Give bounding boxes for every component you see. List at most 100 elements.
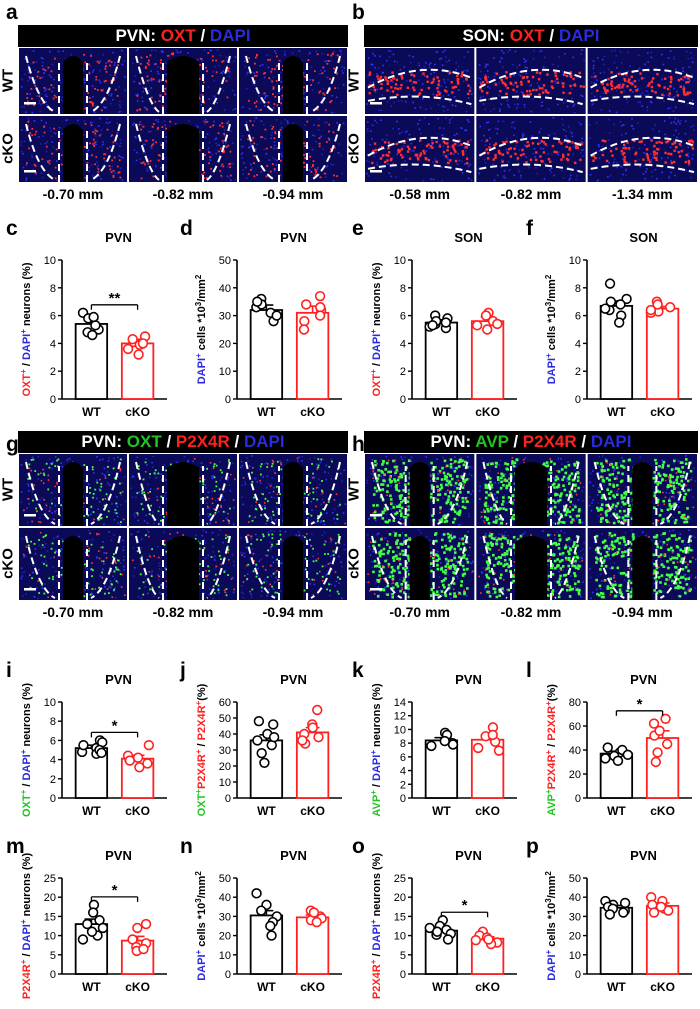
y-tick-label: 30 (569, 911, 581, 923)
bar-chart-c: PVN 0 2 4 6 8 10 OXT+ / DAPI+ neurons (%) WT cKO *… (19, 230, 167, 419)
data-point-cKO (143, 739, 155, 751)
micrograph-a-1-2 (239, 116, 347, 182)
section-label-b-0: -0.58 mm (389, 186, 451, 202)
section-label-a-1: -0.82 mm (152, 186, 214, 202)
section-label-a-2: -0.94 mm (262, 186, 324, 202)
chart-j: PVN 0 10 20 30 40 50 60 OXT+P2X4R+ / P2X4R+(%) WT… (175, 660, 350, 832)
micrograph-a-0-1 (129, 48, 237, 114)
y-axis-label: OXT+ / DAPI+ neurons (%) (369, 262, 384, 396)
y-tick-label: 20 (219, 338, 231, 350)
data-point-WT (447, 739, 459, 750)
chart-title: PVN (105, 672, 132, 687)
y-tick-label: 0 (50, 969, 56, 981)
bar-chart-f: SON 0 2 4 6 8 10 DAPI+ cells *103/mm2 WT cKO (544, 230, 692, 419)
panel-label-n: n (180, 835, 193, 858)
significance-label: * (112, 717, 118, 734)
y-tick-label: 40 (569, 745, 581, 757)
data-point-cKO (133, 349, 144, 360)
row-label-g-1: cKO (0, 548, 17, 579)
scale-bar (370, 102, 382, 105)
section-label-a-0: -0.70 mm (42, 186, 104, 202)
data-point-cKO (297, 735, 308, 746)
section-label-b-1: -0.82 mm (500, 186, 562, 202)
y-tick-label: 10 (394, 931, 406, 943)
y-tick-label: 20 (219, 931, 231, 943)
y-tick-label: 10 (44, 931, 56, 943)
data-point-WT (252, 296, 263, 307)
data-point-cKO (664, 302, 676, 313)
title-region: PVN: (115, 26, 161, 45)
data-point-cKO (300, 299, 312, 310)
data-point-cKO (652, 747, 663, 758)
y-axis-label: AVP+P2X4R+ / P2X4R+(%) (544, 684, 559, 816)
chart-title: PVN (105, 848, 132, 863)
y-axis-label: AVP+ / DAPI+ neurons (%) (369, 683, 384, 817)
data-point-cKO (314, 310, 326, 321)
data-point-WT (266, 930, 277, 941)
y-tick-label: 50 (569, 873, 581, 885)
bar-WT (424, 321, 459, 400)
scale-bar (24, 588, 36, 591)
x-tick-label-cKO: cKO (475, 980, 500, 994)
data-point-cKO (660, 713, 671, 724)
data-point-cKO (298, 324, 310, 335)
y-tick-label: 8 (50, 716, 56, 728)
data-point-cKO (470, 935, 482, 946)
row-label-g-0: WT (0, 477, 17, 502)
data-point-WT (271, 310, 282, 321)
panel-g-title: PVN: OXT / P2X4R / DAPI (18, 431, 348, 453)
chart-title: PVN (455, 672, 482, 687)
y-axis-label: DAPI+ cells *103/mm2 (544, 274, 559, 384)
micrograph-b-0-1 (476, 48, 586, 114)
micrograph-h-1-0 (365, 528, 475, 600)
data-point-WT (82, 918, 93, 930)
data-point-WT (256, 747, 267, 759)
section-label-h-0: -0.70 mm (389, 604, 451, 620)
significance-label: ** (109, 290, 121, 307)
chart-title: PVN (280, 672, 307, 687)
data-point-cKO (122, 343, 134, 355)
micrograph-a-0-2 (239, 48, 347, 114)
image-panel-g: PVN: OXT / P2X4R / DAPI WT cKO -0.70 mm -0.8… (0, 431, 350, 626)
micrograph-h-1-1 (476, 528, 586, 600)
micrograph-g-0-0 (19, 454, 127, 526)
title-region: PVN: (430, 432, 476, 451)
x-tick-label-WT: WT (607, 804, 626, 818)
row-label-h-1: cKO (345, 548, 363, 579)
chart-i: PVN 0 2 4 6 8 10 OXT+ / DAPI+ neurons (%) WT cKO * (0, 660, 175, 832)
title-stain-0: AVP (475, 432, 509, 451)
y-tick-label: 0 (50, 394, 56, 406)
section-label-g-0: -0.70 mm (42, 604, 104, 620)
panel-label-a: a (6, 1, 18, 24)
y-tick-label: 6 (400, 311, 406, 323)
y-tick-label: 50 (219, 255, 231, 267)
y-axis-label: OXT+P2X4R+ / P2X4R+(%) (194, 683, 209, 816)
data-point-WT (618, 907, 629, 918)
y-tick-label: 8 (400, 738, 406, 750)
panel-label-c: c (6, 217, 18, 240)
section-label-h-1: -0.82 mm (500, 604, 562, 620)
y-tick-label: 6 (400, 752, 406, 764)
data-point-WT (268, 731, 280, 743)
x-tick-label-cKO: cKO (300, 804, 325, 818)
x-tick-label-cKO: cKO (475, 405, 500, 419)
panel-a-title: PVN: OXT / DAPI (18, 25, 348, 47)
y-tick-label: 0 (400, 793, 406, 805)
data-point-WT (96, 747, 107, 759)
scale-bar (24, 514, 36, 517)
micrograph-g-1-1 (129, 528, 237, 600)
y-axis-label: DAPI+ cells *103/mm2 (544, 871, 559, 981)
y-tick-label: 10 (569, 950, 581, 962)
x-tick-label-cKO: cKO (125, 804, 150, 818)
data-point-cKO (134, 762, 145, 773)
data-point-cKO (132, 922, 143, 934)
title-stain-4: DAPI (590, 432, 632, 451)
chart-e: SON 0 2 4 6 8 10 OXT+ / DAPI+ neurons (%) WT cKO (350, 218, 525, 433)
data-point-cKO (483, 934, 494, 945)
bar-cKO (645, 737, 680, 799)
data-point-cKO (138, 943, 149, 955)
micrograph-a-1-0 (19, 116, 127, 182)
y-tick-label: 20 (44, 892, 56, 904)
y-tick-label: 10 (219, 950, 231, 962)
y-tick-label: 6 (50, 735, 56, 747)
